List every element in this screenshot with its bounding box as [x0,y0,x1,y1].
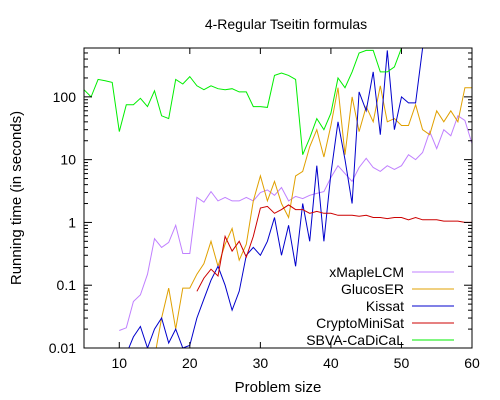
legend-label: xMapleLCM [329,264,404,280]
x-tick-label: 30 [253,355,269,371]
series-line-kissat [128,48,424,348]
legend-label: CryptoMiniSat [316,315,404,331]
x-tick-label: 20 [182,355,198,371]
series-line-cryptominisat [196,204,472,292]
x-axis-title: Problem size [235,379,322,396]
ticks-layer: 10 20 30 40 50 60 0.01 0.1 1 10 100 [49,47,480,371]
chart-title: 4-Regular Tseitin formulas [205,16,367,32]
y-tick-label: 10 [60,152,76,168]
y-axis-title: Running time (in seconds) [8,111,25,285]
x-tick-label: 40 [323,355,339,371]
y-tick-label: 1 [68,214,76,230]
y-tick-label: 0.1 [57,277,77,293]
series-line-xmaplelcm [119,115,472,331]
series-line-glucoser [155,85,472,348]
series-layer [84,48,472,348]
legend-label: Kissat [366,298,404,314]
y-tick-label: 0.01 [49,340,76,356]
legend: xMapleLCMGlucosERKissatCryptoMiniSatSBVA… [306,264,454,348]
plot-frame [83,47,473,349]
y-tick-label: 100 [53,89,77,105]
legend-label: GlucosER [341,281,404,297]
series-line-sbva-cadical [84,48,430,155]
x-tick-label: 10 [111,355,127,371]
x-tick-label: 50 [394,355,410,371]
legend-label: SBVA-CaDiCaL [306,332,404,348]
x-tick-label: 60 [464,355,480,371]
